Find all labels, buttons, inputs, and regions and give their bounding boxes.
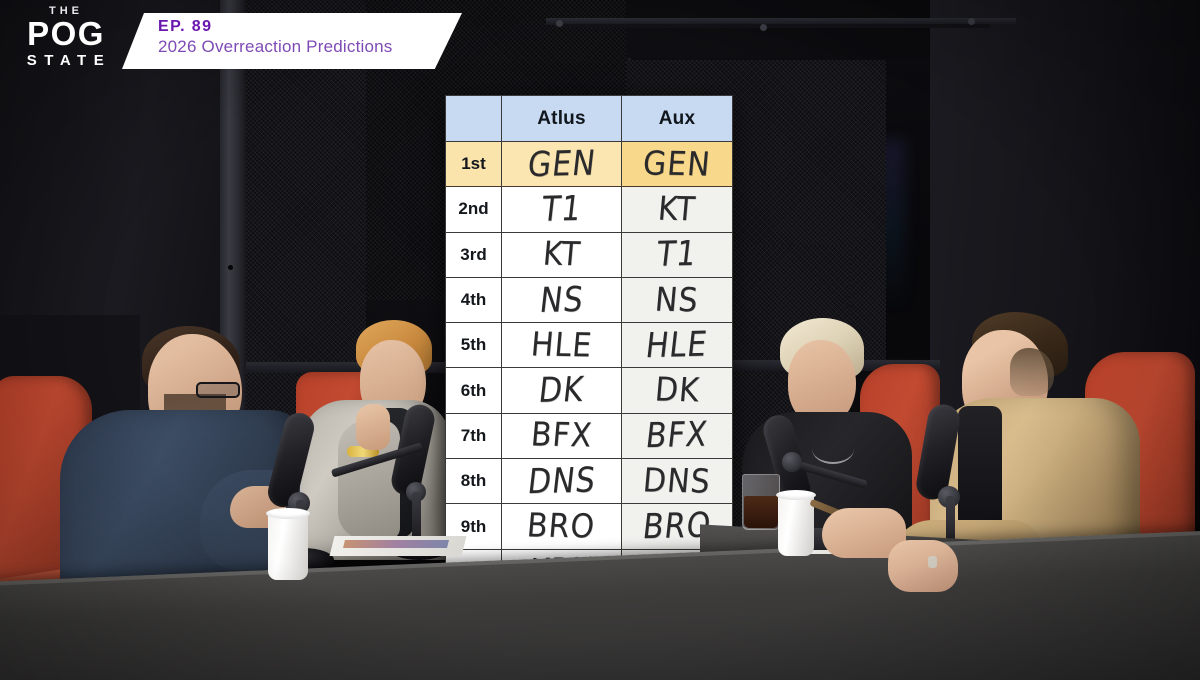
- handwriting: T1: [654, 234, 700, 276]
- episode-banner-text: EP. 89 2026 Overreaction Predictions: [158, 18, 392, 57]
- handwriting: DK: [536, 369, 587, 412]
- chain-necklace: [812, 434, 854, 464]
- table-row: 9th BRO BRO: [445, 503, 733, 550]
- aux-pick: DNS: [621, 458, 733, 505]
- aux-pick: HLE: [621, 322, 733, 369]
- table-row: 3rd KT T1: [445, 231, 733, 278]
- rank-label: 1st: [445, 140, 502, 188]
- aux-pick: BFX: [621, 412, 733, 460]
- table-row: 2nd T1 KT: [445, 186, 733, 233]
- table-row: 8th DNS DNS: [445, 458, 733, 505]
- column-header-rank: [445, 95, 502, 142]
- handwriting: T1: [539, 188, 584, 231]
- beam-bolt: [968, 18, 975, 25]
- handwriting: KT: [541, 235, 582, 275]
- cup-lid: [776, 490, 816, 500]
- aux-pick: DK: [621, 367, 733, 414]
- hand: [888, 540, 958, 592]
- hand: [356, 404, 390, 450]
- show-logo: THE POG STATE: [0, 0, 132, 74]
- handwriting: KT: [656, 189, 698, 230]
- handwriting: DNS: [525, 460, 598, 503]
- bracelet: [347, 446, 379, 457]
- handwriting: HLE: [529, 325, 594, 366]
- logo-pog: POG: [27, 15, 105, 53]
- paper-print: [343, 540, 449, 548]
- hair-fade: [1010, 348, 1054, 396]
- rank-label: 2nd: [445, 186, 502, 233]
- handwriting: DK: [652, 370, 702, 411]
- column-header-atlus: Atlus: [501, 95, 622, 142]
- column-header-aux: Aux: [621, 95, 733, 142]
- atlus-pick: GEN: [501, 140, 622, 188]
- inner-shirt: [958, 406, 1002, 536]
- aux-pick: T1: [621, 231, 733, 278]
- rank-label: 7th: [445, 412, 502, 460]
- mic-boom-stem: [412, 492, 421, 550]
- beam-bolt: [556, 20, 563, 27]
- ceiling-beam-shadow: [560, 24, 990, 28]
- handwriting: BFX: [643, 415, 711, 457]
- episode-title: 2026 Overreaction Predictions: [158, 37, 393, 56]
- handwriting: NS: [537, 279, 586, 321]
- aux-pick: GEN: [621, 140, 733, 188]
- acoustic-mesh-panel: [246, 0, 366, 420]
- aux-pick: NS: [621, 276, 733, 324]
- rank-label: 6th: [445, 367, 502, 414]
- coffee-cup: [778, 494, 814, 556]
- table-row: 1st GEN GEN: [445, 140, 733, 188]
- episode-banner: EP. 89 2026 Overreaction Predictions: [122, 13, 462, 69]
- handwriting: HLE: [643, 324, 711, 367]
- table-row: 4th NS NS: [445, 276, 733, 324]
- logo-state: STATE: [26, 51, 112, 69]
- ceiling-beam: [546, 18, 1016, 25]
- mic-boom-arm: [946, 496, 955, 568]
- coffee-cup: [268, 512, 308, 580]
- table-row: 5th HLE HLE: [445, 322, 733, 369]
- handwriting: DNS: [641, 461, 713, 502]
- atlus-pick: DK: [501, 367, 622, 414]
- atlus-pick: KT: [501, 231, 622, 278]
- rankings-table: Atlus Aux 1st GEN GEN 2nd T1 KT 3rd KT: [445, 95, 733, 596]
- table-body: 1st GEN GEN 2nd T1 KT 3rd KT T1 4th NS: [445, 140, 733, 596]
- atlus-pick: DNS: [501, 458, 622, 505]
- prediction-board-monitor: Atlus Aux 1st GEN GEN 2nd T1 KT 3rd KT: [445, 95, 733, 596]
- mic-pivot: [782, 452, 802, 472]
- ring: [928, 556, 937, 568]
- atlus-pick: NS: [501, 276, 622, 324]
- cup-lid: [266, 508, 310, 519]
- glasses: [196, 382, 240, 398]
- rank-label: 4th: [445, 276, 502, 324]
- atlus-pick: BRO: [501, 503, 622, 550]
- rank-label: 3rd: [445, 231, 502, 278]
- aux-pick: KT: [621, 186, 733, 233]
- handwriting: BFX: [529, 416, 594, 456]
- table-header: Atlus Aux: [445, 95, 733, 142]
- glass-liquid: [744, 496, 778, 528]
- rank-label: 5th: [445, 322, 502, 369]
- logo-the: THE: [49, 5, 83, 18]
- atlus-pick: T1: [501, 186, 622, 233]
- handwriting: BRO: [525, 506, 598, 547]
- atlus-pick: HLE: [501, 322, 622, 369]
- table-row: 6th DK DK: [445, 367, 733, 414]
- table-row: 7th BFX BFX: [445, 412, 733, 460]
- handwriting: NS: [653, 280, 701, 320]
- rank-label: 8th: [445, 458, 502, 505]
- beam-bolt: [760, 24, 767, 31]
- handwriting: GEN: [641, 144, 713, 184]
- head: [788, 340, 856, 426]
- handwriting: GEN: [525, 143, 598, 186]
- atlus-pick: BFX: [501, 412, 622, 460]
- table-header-row: Atlus Aux: [445, 95, 733, 142]
- episode-number: EP. 89: [158, 18, 213, 35]
